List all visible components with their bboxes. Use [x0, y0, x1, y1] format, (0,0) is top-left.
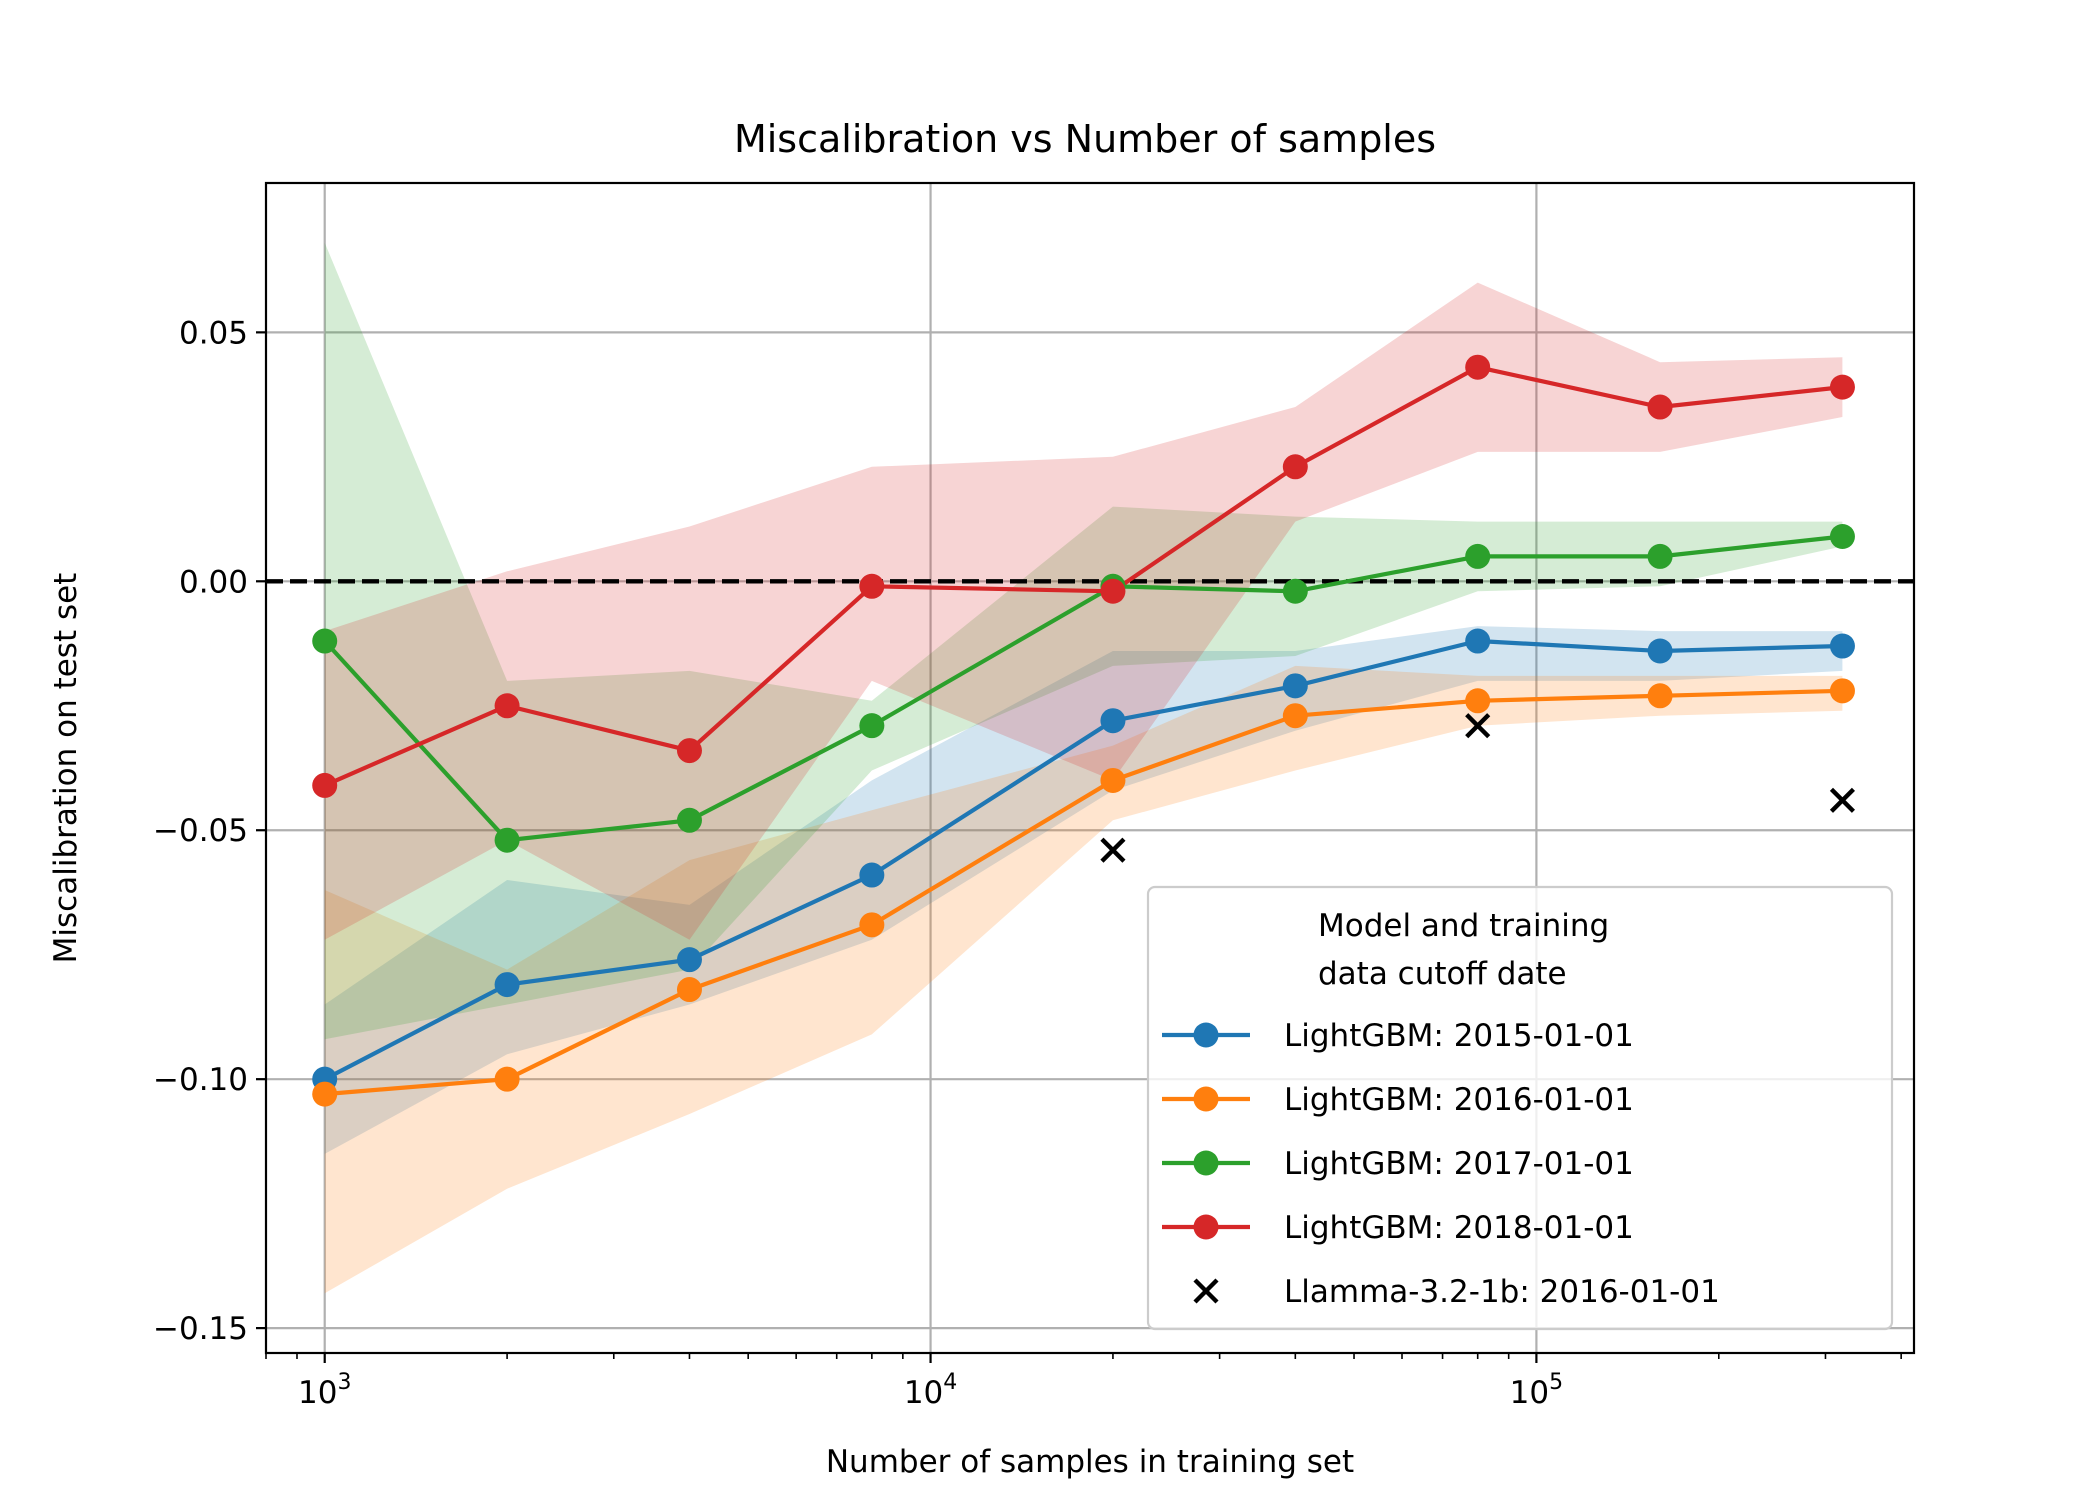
plot-frame	[264, 181, 1916, 1355]
legend-label: Llamma-3.2-1b: 2016-01-01	[1284, 1274, 1720, 1310]
y-tick-label: −0.05	[153, 813, 248, 849]
point-lightgbm-2015-01-01	[494, 972, 520, 998]
y-tick-label: −0.15	[153, 1311, 248, 1347]
band-lightgbm-2017-01-01	[324, 242, 1843, 1040]
legend-marker	[1193, 1214, 1219, 1240]
x-axis-label: Number of samples in training set	[826, 1444, 1354, 1480]
point-lightgbm-2016-01-01	[859, 912, 885, 938]
series-points	[312, 354, 1855, 1107]
llama-marker	[1465, 713, 1491, 739]
point-lightgbm-2015-01-01	[676, 947, 702, 973]
point-lightgbm-2017-01-01	[1647, 543, 1673, 569]
y-tick-label: 0.00	[179, 564, 248, 600]
legend-marker	[1193, 1086, 1219, 1112]
band-lightgbm-2016-01-01	[324, 665, 1843, 1294]
point-lightgbm-2016-01-01	[1465, 688, 1491, 714]
point-lightgbm-2017-01-01	[859, 713, 885, 739]
band-lightgbm-2015-01-01	[324, 626, 1843, 1154]
legend-entry-llamma-3-2-1b-2016-01-01: Llamma-3.2-1b: 2016-01-01	[1193, 1274, 1720, 1310]
point-lightgbm-2018-01-01	[1647, 394, 1673, 420]
point-lightgbm-2016-01-01	[1100, 767, 1126, 793]
point-lightgbm-2015-01-01	[1282, 673, 1308, 699]
llama-marker	[1829, 787, 1856, 813]
legend-marker	[1193, 1022, 1219, 1048]
point-lightgbm-2018-01-01	[1465, 354, 1491, 380]
legend-marker	[1193, 1150, 1219, 1176]
point-lightgbm-2017-01-01	[494, 827, 520, 853]
point-lightgbm-2018-01-01	[676, 738, 702, 764]
y-axis-label: Miscalibration on test set	[48, 573, 84, 964]
y-axis-ticks: 0.05 0.00 −0.05 −0.10 −0.15	[153, 315, 266, 1347]
legend-entry-lightgbm-2015-01-01: LightGBM: 2015-01-01	[1162, 1018, 1634, 1054]
point-lightgbm-2016-01-01	[1647, 683, 1673, 709]
llama-markers	[1100, 713, 1856, 863]
legend-title-line-2: data cutoff date	[1318, 956, 1567, 992]
point-lightgbm-2016-01-01	[1829, 678, 1855, 704]
point-lightgbm-2017-01-01	[1829, 523, 1855, 549]
point-lightgbm-2017-01-01	[312, 628, 338, 654]
point-lightgbm-2016-01-01	[676, 977, 702, 1003]
point-lightgbm-2015-01-01	[1829, 633, 1855, 659]
y-tick-label: −0.10	[153, 1062, 248, 1098]
point-lightgbm-2018-01-01	[494, 693, 520, 719]
llama-marker	[1100, 837, 1126, 863]
point-lightgbm-2015-01-01	[1100, 708, 1126, 734]
confidence-bands	[324, 242, 1843, 1294]
x-tick-label: 104	[904, 1370, 957, 1411]
legend-label: LightGBM: 2017-01-01	[1284, 1146, 1634, 1182]
point-lightgbm-2018-01-01	[1282, 454, 1308, 480]
point-lightgbm-2018-01-01	[1100, 578, 1126, 604]
chart-title: Miscalibration vs Number of samples	[734, 117, 1436, 161]
legend-entry-lightgbm-2016-01-01: LightGBM: 2016-01-01	[1162, 1082, 1634, 1118]
point-lightgbm-2018-01-01	[312, 772, 338, 798]
legend-entry-lightgbm-2017-01-01: LightGBM: 2017-01-01	[1162, 1146, 1634, 1182]
point-lightgbm-2017-01-01	[1465, 543, 1491, 569]
point-lightgbm-2018-01-01	[1829, 374, 1855, 400]
x-axis-ticks: 103 104 105	[265, 1353, 1902, 1411]
y-tick-label: 0.05	[179, 315, 248, 351]
point-lightgbm-2017-01-01	[676, 807, 702, 833]
legend-label: LightGBM: 2016-01-01	[1284, 1082, 1634, 1118]
legend-title-line-1: Model and training	[1318, 908, 1609, 944]
point-lightgbm-2016-01-01	[1282, 703, 1308, 729]
point-lightgbm-2018-01-01	[859, 573, 885, 599]
point-lightgbm-2015-01-01	[1647, 638, 1673, 664]
legend-marker	[1193, 1278, 1219, 1304]
point-lightgbm-2016-01-01	[312, 1081, 338, 1107]
legend-label: LightGBM: 2018-01-01	[1284, 1210, 1634, 1246]
point-lightgbm-2017-01-01	[1282, 578, 1308, 604]
legend-box	[1146, 885, 1894, 1331]
band-lightgbm-2018-01-01	[324, 282, 1843, 940]
legend-label: LightGBM: 2015-01-01	[1284, 1018, 1634, 1054]
x-tick-label: 103	[298, 1370, 351, 1411]
point-lightgbm-2015-01-01	[859, 862, 885, 888]
legend-entry-lightgbm-2018-01-01: LightGBM: 2018-01-01	[1162, 1210, 1634, 1246]
point-lightgbm-2015-01-01	[1465, 628, 1491, 654]
x-tick-label: 105	[1510, 1370, 1563, 1411]
point-lightgbm-2016-01-01	[494, 1066, 520, 1092]
legend: Model and training data cutoff date Ligh…	[1146, 885, 1894, 1331]
